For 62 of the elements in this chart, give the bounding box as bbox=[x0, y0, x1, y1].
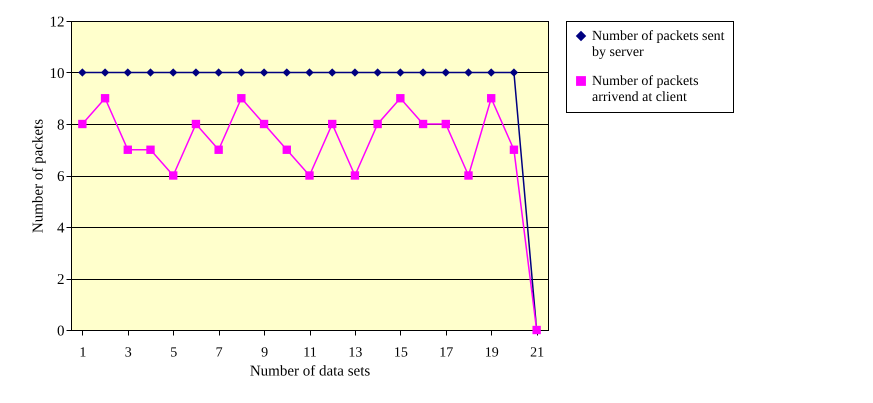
point bbox=[373, 120, 382, 128]
point bbox=[328, 68, 336, 77]
point bbox=[396, 94, 405, 102]
x-tick-label: 17 bbox=[439, 346, 454, 360]
point bbox=[260, 68, 268, 77]
point bbox=[328, 120, 336, 128]
point bbox=[418, 68, 428, 77]
legend-label: Number of packets arrivend at client bbox=[592, 74, 699, 105]
point bbox=[396, 68, 405, 77]
point bbox=[510, 146, 518, 154]
point bbox=[305, 171, 314, 180]
y-tick-label: 4 bbox=[57, 220, 65, 236]
y-tick-label: 12 bbox=[50, 14, 64, 30]
point bbox=[487, 68, 496, 77]
point bbox=[146, 146, 155, 154]
point bbox=[418, 120, 428, 128]
point bbox=[192, 120, 200, 128]
point bbox=[169, 68, 178, 77]
point bbox=[373, 68, 382, 77]
point bbox=[237, 94, 246, 102]
y-tick-label: 2 bbox=[57, 272, 64, 288]
point bbox=[442, 68, 450, 77]
point bbox=[214, 146, 223, 154]
x-tick-label: 15 bbox=[394, 346, 408, 360]
point bbox=[282, 68, 291, 77]
y-tick-label: 0 bbox=[57, 324, 64, 340]
x-tick-label: 3 bbox=[124, 346, 132, 360]
y-axis-title: Number of packets bbox=[30, 118, 46, 234]
point bbox=[146, 68, 155, 77]
point bbox=[464, 68, 473, 77]
point bbox=[124, 68, 132, 77]
point bbox=[100, 68, 110, 77]
x-tick-label: 5 bbox=[170, 346, 178, 360]
x-tick-label: 9 bbox=[261, 346, 268, 360]
point bbox=[442, 120, 450, 128]
legend-label: Number of packets sent by server bbox=[592, 29, 725, 60]
x-tick-label: 7 bbox=[216, 346, 223, 360]
y-tick-label: 6 bbox=[57, 169, 65, 185]
point bbox=[237, 68, 246, 77]
x-tick-label: 13 bbox=[348, 346, 362, 360]
point bbox=[350, 68, 360, 77]
point bbox=[487, 94, 496, 102]
point bbox=[282, 146, 291, 154]
point bbox=[464, 171, 473, 180]
x-axis-title: Number of data sets bbox=[250, 364, 370, 380]
point bbox=[78, 120, 87, 128]
x-tick-label: 1 bbox=[79, 346, 86, 360]
y-tick-label: 8 bbox=[57, 118, 64, 134]
point bbox=[192, 68, 200, 77]
point bbox=[124, 146, 132, 154]
x-tick-label: 19 bbox=[484, 346, 499, 360]
x-tick-label: 11 bbox=[303, 346, 317, 360]
point bbox=[169, 171, 178, 180]
point bbox=[510, 68, 518, 77]
y-tick-label: 10 bbox=[50, 66, 64, 82]
point bbox=[350, 171, 360, 180]
point bbox=[305, 68, 314, 77]
point bbox=[100, 94, 110, 102]
point bbox=[78, 68, 87, 77]
point bbox=[260, 120, 268, 128]
point bbox=[214, 68, 223, 77]
x-tick-label: 21 bbox=[530, 346, 544, 360]
